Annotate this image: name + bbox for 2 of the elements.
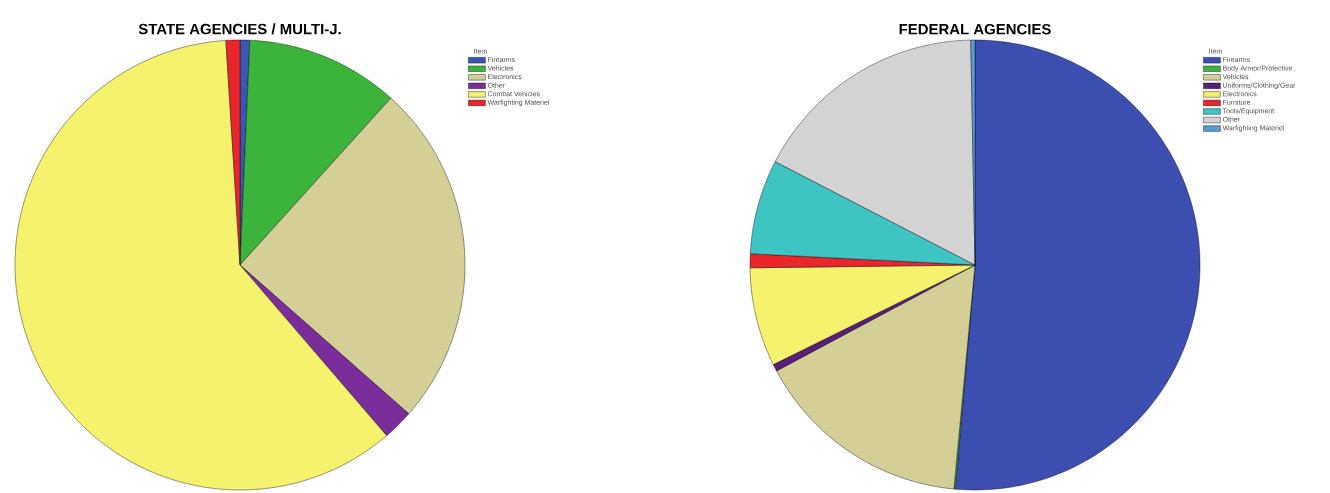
chart-title: FEDERAL AGENCIES (899, 23, 1051, 35)
chart-title: STATE AGENCIES / MULTI-J. (138, 23, 341, 35)
